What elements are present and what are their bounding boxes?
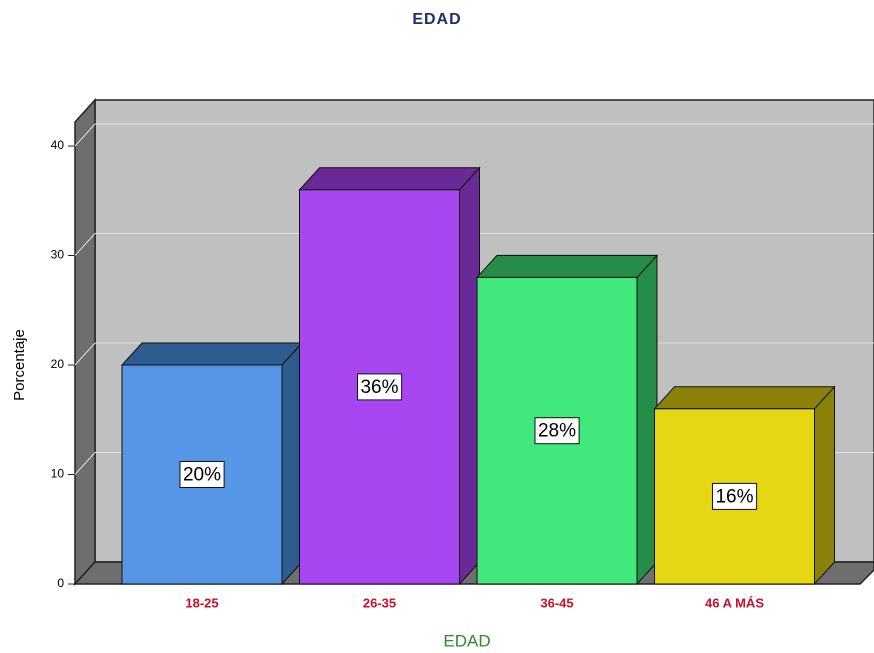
grid-line xyxy=(74,123,96,147)
x-axis-label: EDAD xyxy=(443,631,490,650)
y-tick-label: 10 xyxy=(51,467,65,481)
x-tick-label: 26-35 xyxy=(363,595,396,610)
value-label: 20% xyxy=(183,465,221,486)
y-axis-label: Porcentaje xyxy=(11,329,28,401)
grid-line xyxy=(74,342,96,366)
y-tick-label: 0 xyxy=(57,576,64,590)
value-label-box xyxy=(356,373,403,401)
value-label: 28% xyxy=(538,421,576,442)
bars: 20% 18-25 36% 26-35 28% 36-45 16% 46 A MÁS xyxy=(120,166,836,610)
left-wall xyxy=(74,98,96,586)
value-label: 36% xyxy=(360,377,398,398)
bar-top xyxy=(120,342,304,366)
x-tick-label: 18-25 xyxy=(185,595,218,610)
grid-line xyxy=(74,452,96,475)
bar-top xyxy=(298,167,481,191)
bar-top xyxy=(475,254,659,278)
y-tick-label: 20 xyxy=(51,357,65,371)
chart-title: EDAD xyxy=(412,11,461,28)
bar-top xyxy=(653,386,836,410)
bar xyxy=(299,189,460,585)
y-tick-label: 40 xyxy=(51,138,65,152)
y-tick-label: 30 xyxy=(51,248,65,262)
value-label-box xyxy=(534,417,580,445)
bar-side xyxy=(814,385,835,586)
x-tick-label: 36-45 xyxy=(540,595,573,610)
x-tick-label: 46 A MÁS xyxy=(705,595,764,610)
value-label: 16% xyxy=(715,486,753,507)
value-label-box xyxy=(711,482,758,510)
value-label-box xyxy=(179,461,225,488)
grid-line xyxy=(74,233,96,256)
